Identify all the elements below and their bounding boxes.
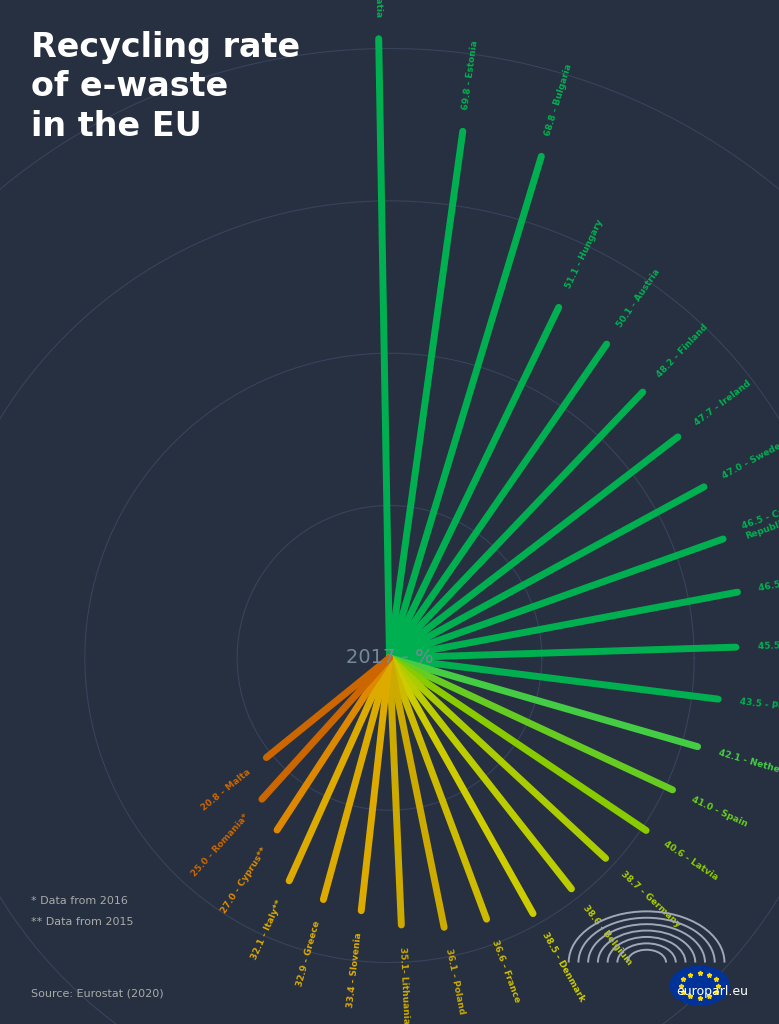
Text: 46.5 - Slovakia: 46.5 - Slovakia	[758, 569, 779, 593]
Text: 38.5 - Denmark: 38.5 - Denmark	[540, 931, 586, 1004]
Text: 38.6 - Belgium: 38.6 - Belgium	[581, 903, 634, 967]
Text: ** Data from 2015: ** Data from 2015	[31, 916, 134, 927]
Text: 36.1 - Poland: 36.1 - Poland	[444, 948, 466, 1015]
Text: 27.0 - Cyprus**: 27.0 - Cyprus**	[220, 846, 269, 915]
Text: 25.0 - Romania*: 25.0 - Romania*	[189, 812, 251, 879]
Text: 68.8 - Bulgaria: 68.8 - Bulgaria	[544, 62, 573, 137]
Text: 42.1 - Netherlands: 42.1 - Netherlands	[717, 749, 779, 783]
Text: 47.0 - Sweden: 47.0 - Sweden	[721, 438, 779, 480]
Text: 45.5 - Luxembourg: 45.5 - Luxembourg	[757, 639, 779, 651]
Text: Source: Eurostat (2020): Source: Eurostat (2020)	[31, 988, 164, 998]
Text: * Data from 2016: * Data from 2016	[31, 896, 128, 906]
Text: 41.0 - Spain: 41.0 - Spain	[690, 795, 749, 828]
Text: 32.1 - Italy**: 32.1 - Italy**	[249, 899, 284, 962]
Text: 81.3 - Croatia: 81.3 - Croatia	[372, 0, 382, 17]
Text: 20.8 - Malta: 20.8 - Malta	[199, 768, 252, 813]
Text: 32.9 - Greece: 32.9 - Greece	[295, 920, 322, 987]
Text: 51.1 - Hungary: 51.1 - Hungary	[564, 218, 605, 290]
Circle shape	[670, 967, 729, 1006]
Text: 43.5 - Portugal: 43.5 - Portugal	[739, 697, 779, 716]
Text: 33.4 - Slovenia: 33.4 - Slovenia	[346, 932, 363, 1009]
Text: Recycling rate
of e-waste
in the EU: Recycling rate of e-waste in the EU	[31, 31, 300, 142]
Text: 50.1 - Austria: 50.1 - Austria	[615, 267, 662, 329]
Text: 47.7 - Ireland: 47.7 - Ireland	[693, 378, 753, 427]
Text: 40.6 - Latvia: 40.6 - Latvia	[661, 839, 720, 882]
Text: 48.2 - Finland: 48.2 - Finland	[654, 323, 710, 379]
Text: 69.8 - Estonia: 69.8 - Estonia	[461, 40, 480, 111]
Text: europarl.eu: europarl.eu	[676, 985, 748, 998]
Text: 36.6 - France: 36.6 - France	[490, 938, 521, 1004]
Text: 2017 - %: 2017 - %	[346, 648, 433, 668]
Text: 35.1- Lithuania: 35.1- Lithuania	[398, 946, 411, 1024]
Text: 46.5 - Czech
Republic: 46.5 - Czech Republic	[740, 502, 779, 541]
Text: 38.7 - Germany: 38.7 - Germany	[619, 869, 682, 930]
